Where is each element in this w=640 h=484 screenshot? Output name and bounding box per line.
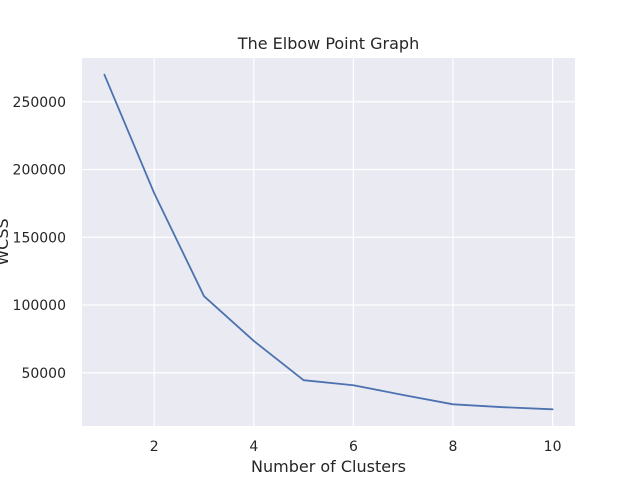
x-axis-label: Number of Clusters	[251, 457, 406, 476]
x-tick-label: 4	[249, 439, 258, 455]
plot-area	[82, 58, 575, 426]
y-tick-label: 200000	[13, 163, 66, 179]
series-line	[103, 73, 554, 411]
chart-title: The Elbow Point Graph	[237, 34, 419, 53]
y-tick-label: 250000	[13, 95, 66, 111]
y-tick-label: 100000	[13, 298, 66, 314]
x-tick-label: 10	[544, 439, 562, 455]
y-tick-label: 150000	[13, 230, 66, 246]
x-tick-label: 6	[349, 439, 358, 455]
series-layer	[103, 73, 554, 411]
y-tick-labels: 50000 100000 150000 200000 250000	[13, 95, 66, 382]
x-tick-label: 2	[150, 439, 159, 455]
y-tick-label: 50000	[21, 366, 66, 382]
x-tick-labels: 2 4 6 8 10	[150, 439, 562, 455]
y-axis-label: WCSS	[0, 218, 12, 265]
grid-lines	[82, 58, 575, 426]
x-tick-label: 8	[449, 439, 458, 455]
